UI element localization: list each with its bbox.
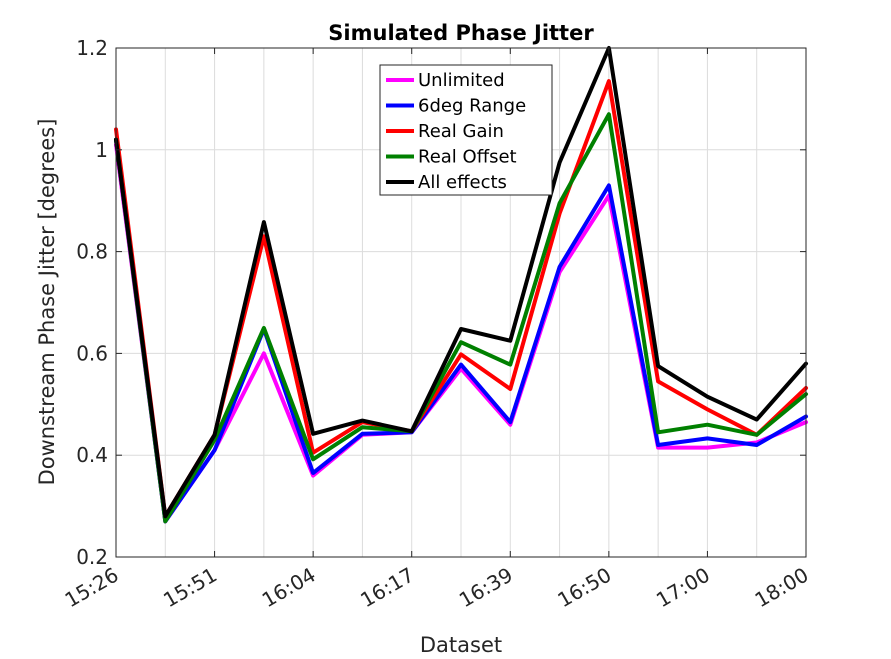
y-tick-label: 1 — [95, 138, 108, 162]
series-line-6deg-range — [114, 137, 808, 524]
y-tick-label: 1.2 — [76, 36, 108, 60]
series-line-real-offset — [114, 112, 808, 524]
chart-title: Simulated Phase Jitter — [328, 21, 594, 45]
plot-frame — [115, 47, 807, 558]
y-axis-ticks: 0.2 0.4 0.6 0.8 1 1.2 — [76, 36, 806, 569]
y-tick-label: 0.4 — [76, 443, 108, 467]
legend-entry: Real Offset — [418, 147, 517, 168]
y-tick-label: 0.6 — [76, 341, 108, 365]
legend-entry: All effects — [418, 172, 507, 193]
y-axis-label: Downstream Phase Jitter [degrees] — [35, 119, 59, 486]
series-lines — [114, 46, 808, 524]
legend: Unlimited 6deg Range Real Gain Real Offset A… — [379, 64, 553, 196]
series-line-unlimited — [114, 142, 808, 524]
x-axis-label: Dataset — [420, 633, 502, 657]
legend-entry: Real Gain — [418, 121, 504, 142]
series-line-all-effects — [114, 46, 808, 519]
y-tick-label: 0.8 — [76, 240, 108, 264]
legend-entry: 6deg Range — [418, 96, 526, 117]
y-tick-label: 0.2 — [76, 545, 108, 569]
legend-entry: Unlimited — [418, 70, 505, 91]
